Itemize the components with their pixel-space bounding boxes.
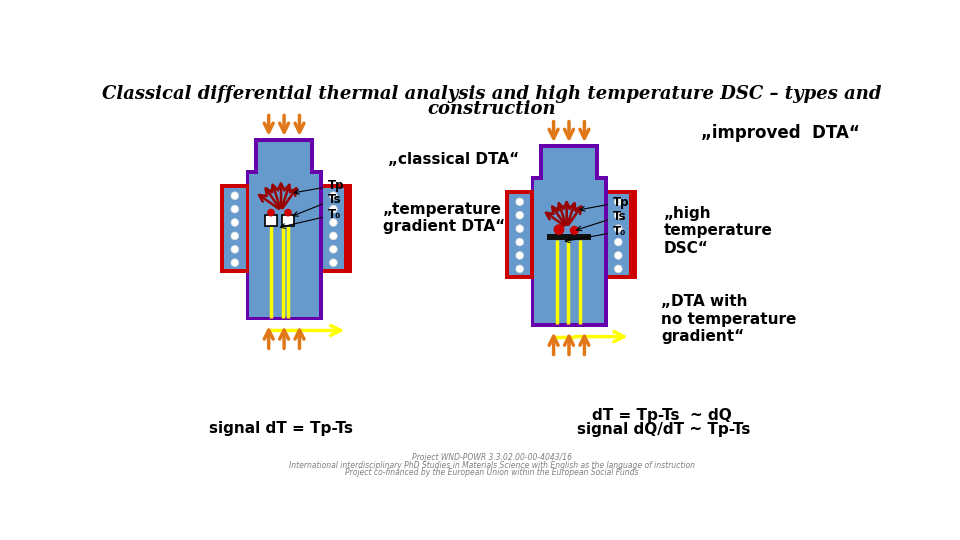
Circle shape (614, 211, 622, 219)
Text: signal dQ/dT ~ Tp-Ts: signal dQ/dT ~ Tp-Ts (577, 422, 750, 437)
Circle shape (329, 192, 337, 200)
Text: „high
temperature
DSC“: „high temperature DSC“ (663, 206, 773, 255)
Bar (323, 184, 352, 273)
Text: Tp: Tp (294, 179, 345, 194)
Circle shape (231, 219, 239, 226)
Bar (608, 194, 629, 275)
Circle shape (614, 198, 622, 206)
Circle shape (570, 226, 579, 235)
Bar (505, 190, 535, 279)
Text: Project co-financed by the European Union within the European Social Funds: Project co-financed by the European Unio… (346, 468, 638, 477)
Circle shape (329, 232, 337, 240)
Text: „improved  DTA“: „improved DTA“ (702, 124, 860, 141)
Circle shape (267, 209, 275, 217)
Circle shape (614, 252, 622, 259)
Text: Project WND-POWR 3.3.02.00-00-4043/16: Project WND-POWR 3.3.02.00-00-4043/16 (412, 453, 572, 462)
Circle shape (231, 232, 239, 240)
Bar (254, 138, 314, 178)
Text: International interdisciplinary PhD Studies in Materials Science with English as: International interdisciplinary PhD Stud… (289, 461, 695, 470)
Circle shape (329, 219, 337, 226)
Circle shape (329, 259, 337, 267)
Circle shape (329, 205, 337, 213)
Circle shape (329, 246, 337, 253)
Text: „DTA with
no temperature
gradient“: „DTA with no temperature gradient“ (661, 294, 797, 344)
Circle shape (614, 238, 622, 246)
Circle shape (554, 224, 564, 235)
Bar (509, 194, 531, 275)
Circle shape (231, 246, 239, 253)
Bar (323, 188, 345, 269)
Circle shape (516, 238, 523, 246)
Circle shape (284, 209, 292, 217)
Bar (546, 234, 591, 240)
Circle shape (614, 265, 622, 273)
Text: Tp: Tp (580, 195, 630, 211)
Circle shape (614, 225, 622, 233)
Text: Classical differential thermal analysis and high temperature DSC – types and: Classical differential thermal analysis … (103, 85, 881, 103)
Bar (282, 215, 294, 226)
Bar (246, 170, 323, 320)
Text: signal dT = Tp-Ts: signal dT = Tp-Ts (208, 421, 352, 436)
Text: construction: construction (428, 100, 556, 118)
Bar (258, 142, 310, 174)
Text: „temperature
gradient DTA“: „temperature gradient DTA“ (383, 202, 505, 234)
Circle shape (231, 192, 239, 200)
Circle shape (516, 211, 523, 219)
Bar (542, 148, 595, 180)
Bar (608, 190, 636, 279)
Circle shape (516, 265, 523, 273)
Bar (224, 188, 246, 269)
Bar (539, 144, 599, 184)
Circle shape (231, 205, 239, 213)
Text: Ts: Ts (293, 193, 342, 216)
Text: T₀: T₀ (280, 208, 342, 228)
Text: dT = Tp-Ts  ~ dQ: dT = Tp-Ts ~ dQ (592, 408, 732, 423)
Circle shape (516, 225, 523, 233)
Circle shape (231, 259, 239, 267)
Circle shape (516, 198, 523, 206)
Circle shape (516, 252, 523, 259)
Text: Ts: Ts (577, 210, 627, 231)
Bar (535, 180, 604, 323)
Bar (265, 215, 277, 226)
Bar (531, 177, 608, 327)
Bar (250, 174, 319, 316)
Text: T₀: T₀ (565, 225, 626, 242)
Text: „classical DTA“: „classical DTA“ (388, 152, 519, 167)
Bar (220, 184, 250, 273)
